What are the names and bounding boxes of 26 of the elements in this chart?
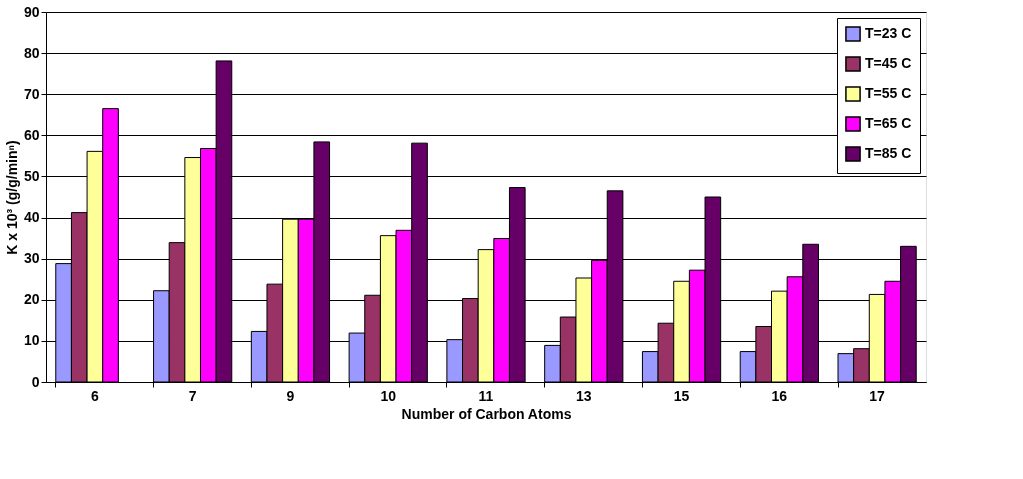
x-axis-title: Number of Carbon Atoms (401, 405, 572, 422)
legend-label: T=45 C (865, 55, 912, 71)
x-tick-label: 6 (90, 387, 99, 404)
legend-label: T=23 C (865, 25, 912, 41)
y-tick-label: 70 (23, 85, 40, 102)
y-tick-label: 0 (31, 373, 40, 390)
y-tick-label: 20 (23, 291, 40, 308)
x-tick-label: 17 (869, 387, 886, 404)
y-tick-label: 40 (23, 209, 40, 226)
y-tick-label: 30 (23, 250, 40, 267)
x-tick-label: 15 (673, 387, 690, 404)
x-tick-label: 10 (380, 387, 397, 404)
y-tick-label: 80 (23, 44, 40, 61)
legend-label: T=85 C (865, 145, 912, 161)
y-tick-label: 60 (23, 126, 40, 143)
y-tick-label: 90 (23, 3, 40, 20)
y-axis-title: K x 10³ (g/g/minⁿ) (3, 140, 20, 255)
x-tick-label: 16 (771, 387, 788, 404)
x-tick-label: 11 (478, 387, 494, 404)
legend-label: T=55 C (865, 85, 912, 101)
y-tick-label: 10 (23, 332, 40, 349)
x-tick-label: 9 (286, 387, 295, 404)
legend-label: T=65 C (865, 115, 912, 131)
y-tick-label: 50 (23, 167, 40, 184)
x-tick-label: 7 (188, 387, 197, 404)
x-tick-label: 13 (575, 387, 592, 404)
